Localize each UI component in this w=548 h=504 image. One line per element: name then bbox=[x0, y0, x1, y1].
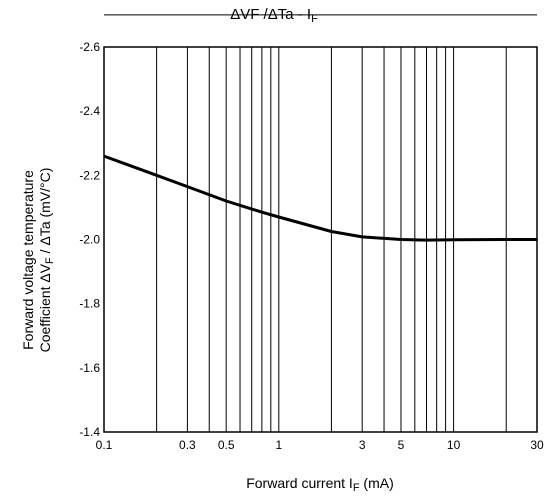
x-tick-label: 3 bbox=[359, 438, 366, 452]
x-axis-label: Forward current IF (mA) bbox=[246, 475, 394, 494]
x-tick-label: 30 bbox=[530, 438, 544, 452]
x-tick-label: 0.1 bbox=[96, 438, 113, 452]
y-tick-label: -1.4 bbox=[79, 425, 100, 439]
x-tick-label: 1 bbox=[275, 438, 282, 452]
x-tick-label: 0.5 bbox=[218, 438, 235, 452]
y-tick-label: -2.2 bbox=[79, 168, 100, 182]
chart-title: ΔVF /ΔTa - IF bbox=[230, 6, 318, 25]
y-tick-label: -2.6 bbox=[79, 40, 100, 54]
y-axis-label: Forward voltage temperature Coefficient … bbox=[20, 50, 59, 470]
y-tick-label: -2.4 bbox=[79, 104, 100, 118]
x-tick-label: 5 bbox=[398, 438, 405, 452]
y-tick-label: -2.0 bbox=[79, 233, 100, 247]
y-axis-label-line2: Coefficient ΔVF / ΔTa (mV/°C) bbox=[37, 167, 56, 353]
y-tick-label: -1.6 bbox=[79, 361, 100, 375]
x-tick-label: 10 bbox=[447, 438, 461, 452]
y-axis-label-line1: Forward voltage temperature bbox=[20, 170, 36, 350]
series-line bbox=[103, 154, 537, 242]
x-tick-label: 0.3 bbox=[179, 438, 196, 452]
y-tick-label: -1.8 bbox=[79, 297, 100, 311]
